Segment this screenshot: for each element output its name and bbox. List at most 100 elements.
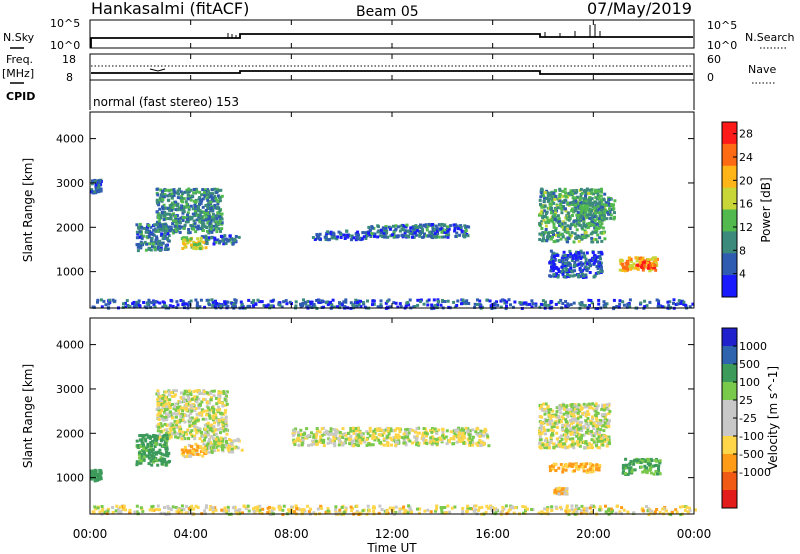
scatter-cell — [466, 234, 470, 238]
scatter-cell — [149, 305, 153, 309]
scatter-cell — [486, 434, 490, 438]
scatter-cell — [211, 192, 214, 196]
scatter-cell — [219, 427, 222, 431]
scatter-cell — [540, 220, 544, 224]
scatter-cell — [157, 203, 161, 207]
scatter-cell — [256, 505, 260, 509]
scatter-cell — [211, 437, 215, 441]
scatter-cell — [563, 228, 567, 232]
scatter-cell — [197, 406, 201, 410]
scatter-cell — [414, 430, 418, 434]
scatter-cell — [628, 462, 632, 466]
scatter-cell — [597, 207, 601, 211]
scatter-cell — [188, 303, 192, 307]
scatter-cell — [196, 246, 200, 250]
scatter-cell — [156, 389, 160, 393]
scatter-cell — [192, 199, 196, 203]
scatter-cell — [93, 473, 97, 477]
scatter-cell — [352, 431, 356, 435]
scatter-cell — [555, 425, 559, 429]
scatter-cell — [418, 230, 422, 233]
scatter-cell — [127, 305, 131, 308]
scatter-cell — [589, 198, 593, 202]
scatter-cell — [349, 434, 353, 438]
scatter-cell — [175, 406, 179, 410]
scatter-cell — [247, 298, 251, 302]
scatter-cell — [429, 510, 433, 514]
scatter-cell — [157, 422, 161, 426]
scatter-cell — [570, 507, 574, 511]
scatter-cell — [560, 260, 564, 264]
scatter-cell — [629, 257, 633, 261]
scatter-cell — [626, 303, 630, 307]
scatter-cell — [210, 449, 214, 453]
scatter-cell — [590, 236, 594, 240]
scatter-cell — [156, 247, 160, 251]
scatter-cell — [281, 508, 285, 512]
scatter-cell — [539, 202, 542, 206]
scatter-cell — [598, 211, 602, 215]
scatter-cell — [479, 431, 483, 435]
scatter-cell — [545, 216, 549, 220]
scatter-cell — [592, 192, 596, 196]
scatter-cell — [674, 508, 678, 512]
scatter-cell — [138, 460, 142, 464]
scatter-cell — [294, 304, 298, 308]
scatter-cell — [161, 300, 165, 304]
scatter-cell — [553, 213, 557, 217]
scatter-cell — [186, 238, 190, 242]
scatter-cell — [591, 415, 594, 419]
scatter-cell — [359, 299, 362, 303]
scatter-cell — [207, 408, 211, 412]
scatter-cell — [322, 444, 326, 448]
scatter-cell — [196, 418, 200, 422]
scatter-cell — [622, 508, 626, 512]
scatter-cell — [163, 206, 167, 210]
scatter-cell — [482, 430, 486, 434]
scatter-cell — [188, 215, 192, 219]
scatter-cell — [168, 423, 172, 427]
freq-tick-top: 18 — [62, 53, 76, 66]
scatter-cell — [258, 504, 262, 508]
scatter-cell — [236, 438, 240, 442]
scatter-cell — [196, 452, 200, 456]
scatter-cell — [569, 264, 572, 267]
scatter-cell — [461, 510, 465, 514]
scatter-cell — [565, 431, 569, 435]
scatter-cell — [168, 406, 172, 410]
scatter-cell — [594, 442, 598, 446]
scatter-cell — [157, 406, 161, 410]
scatter-cell — [553, 266, 557, 270]
scatter-cell — [304, 436, 308, 440]
scatter-cell — [624, 457, 628, 461]
scatter-cell — [568, 274, 572, 278]
scatter-cell — [163, 210, 167, 214]
scatter-cell — [176, 227, 180, 231]
scatter-cell — [599, 428, 603, 432]
scatter-cell — [368, 426, 372, 430]
scatter-cell — [151, 448, 155, 452]
scatter-cell — [624, 266, 628, 270]
scatter-cell — [540, 227, 544, 230]
scatter-cell — [564, 463, 568, 466]
scatter-cell — [550, 433, 554, 437]
scatter-cell — [135, 223, 139, 227]
scatter-cell — [582, 219, 586, 223]
scatter-cell — [574, 207, 578, 211]
scatter-cell — [586, 424, 590, 428]
scatter-cell — [187, 437, 191, 440]
scatter-cell — [98, 510, 102, 514]
scatter-cell — [575, 213, 579, 217]
scatter-cell — [136, 232, 140, 236]
scatter-cell — [539, 424, 543, 428]
scatter-cell — [317, 236, 321, 240]
scatter-cell — [376, 230, 380, 234]
scatter-cell — [148, 450, 152, 454]
scatter-cell — [299, 302, 302, 306]
scatter-cell — [194, 187, 198, 191]
scatter-cell — [682, 302, 686, 306]
scatter-cell — [174, 229, 178, 233]
scatter-cell — [417, 511, 421, 515]
scatter-cell — [214, 214, 218, 218]
scatter-cell — [407, 437, 410, 441]
